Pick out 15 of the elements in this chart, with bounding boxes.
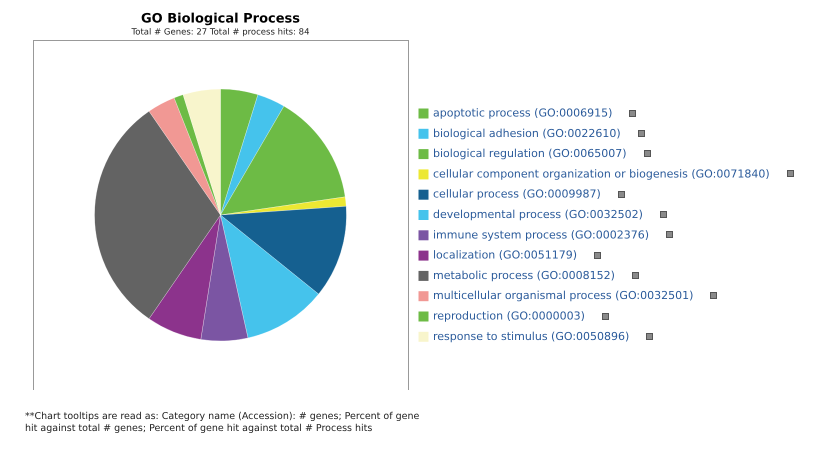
legend-label: multicellular organismal process (GO:0032501) <box>433 289 694 302</box>
legend-label: developmental process (GO:0032502) <box>433 208 643 221</box>
legend-label: biological regulation (GO:0065007) <box>433 147 627 160</box>
chart-subtitle: Total # Genes: 27 Total # process hits: 84 <box>130 28 310 38</box>
legend-label: localization (GO:0051179) <box>433 248 578 262</box>
chart-title: GO Biological Process <box>140 12 300 26</box>
legend-label: biological adhesion (GO:0022610) <box>433 126 621 140</box>
legend-label: response to stimulus (GO:0050896) <box>433 330 630 343</box>
legend-label: metabolic process (GO:0008152) <box>433 268 615 282</box>
legend-label: immune system process (GO:0002376) <box>433 228 649 242</box>
text: **Chart tooltips are read as: Category name (Accession): # genes; Percent of gene hit against total # genes; Percent of gene hit against total # Process hits <box>25 411 420 435</box>
legend-label: reproduction (GO:0000003) <box>433 310 585 322</box>
legend-label: cellular process (GO:0009987) <box>433 188 601 201</box>
legend-label: cellular component organization or biogenesis (GO:0071840) <box>433 167 770 180</box>
legend-label: apoptotic process (GO:0006915) <box>433 106 612 120</box>
